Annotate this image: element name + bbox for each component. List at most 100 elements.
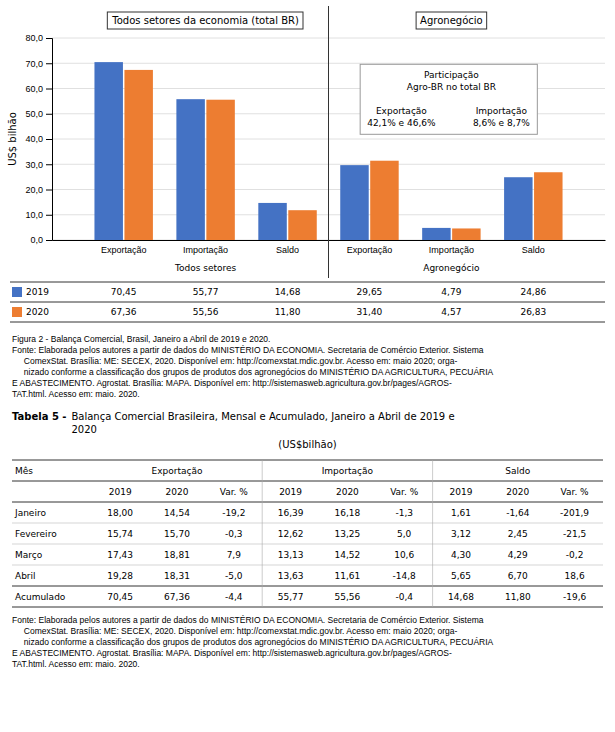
table-cell: 3,12 (451, 529, 471, 539)
caption-source-line: TAT.html. Acesso em: maio. 2020. (12, 389, 140, 399)
figure-caption: Figura 2 - Balança Comercial, Brasil, Ja… (12, 334, 494, 399)
table-cell: 13,13 (278, 550, 304, 560)
value-label: 4,79 (441, 287, 461, 297)
y-tick-mark (46, 114, 52, 115)
table-row-header: Mês (15, 466, 33, 476)
table-row-label: Acumulado (15, 592, 66, 602)
table-source-line: TAT.html. Acesso em: maio. 2020. (12, 659, 140, 669)
table-rule (12, 565, 603, 566)
table-cell: -201,9 (560, 508, 589, 518)
page: 0,010,020,030,040,050,060,070,080,0US$ b… (0, 0, 615, 732)
y-tick-mark (46, 164, 52, 165)
y-tick-label: 20,0 (25, 185, 43, 195)
y-tick-label: 60,0 (25, 84, 43, 94)
table-column-header: Var. % (390, 487, 419, 497)
table-cell: 5,0 (397, 529, 412, 539)
table-rule (12, 544, 603, 545)
table-cell: 14,68 (448, 592, 474, 602)
panel-title: Agronegócio (420, 15, 483, 26)
panel-title-box: Todos setores da economia (total BR) (107, 12, 303, 29)
y-tick-mark (46, 89, 52, 90)
table-cell: 12,62 (278, 529, 304, 539)
table-cell: -5,0 (225, 571, 243, 581)
table-column-header: 2020 (506, 487, 529, 497)
y-tick-label: 80,0 (25, 33, 43, 43)
x-tick-label: Saldo (522, 245, 545, 255)
y-tick-mark (46, 240, 52, 241)
table-cell: 55,56 (335, 592, 361, 602)
y-tick-label: 0,0 (30, 235, 43, 245)
bar (288, 210, 316, 240)
table-subtitle: (US$bilhão) (278, 439, 336, 450)
y-tick: 0,0 (30, 235, 52, 245)
table-rule (12, 607, 603, 608)
y-tick-label: 10,0 (25, 210, 43, 220)
table-cell: 18,6 (565, 571, 585, 581)
y-tick-label: 40,0 (25, 134, 43, 144)
table-cell: 7,9 (227, 550, 242, 560)
table-column-header: 2019 (450, 487, 473, 497)
bar (340, 165, 368, 240)
annotation-box: ParticipaçãoAgro-BR no total BRExportaçã… (360, 64, 537, 134)
table-group-header: Saldo (505, 466, 530, 476)
table-cell: 14,54 (164, 508, 190, 518)
y-tick-label: 30,0 (25, 160, 43, 170)
value-label: 31,40 (357, 307, 383, 317)
table-cell: 70,45 (107, 592, 133, 602)
x-tick: Saldo (276, 245, 299, 255)
y-tick: 70,0 (25, 59, 52, 69)
table-cell: 2,45 (508, 529, 528, 539)
table-column-header: Var. % (220, 487, 249, 497)
annotation-frame (360, 64, 537, 134)
table-row-label: Janeiro (14, 508, 46, 518)
table-row-label: Março (15, 550, 43, 560)
value-label: 24,86 (520, 287, 546, 297)
table-source: Fonte: Elaborada pelos autores a partir … (12, 615, 494, 669)
y-tick: 20,0 (25, 185, 52, 195)
value-label: 11,80 (275, 307, 301, 317)
table-cell: 55,77 (278, 592, 304, 602)
x-tick: Exportação (347, 245, 393, 255)
table-rule (12, 460, 603, 461)
annotation-value: 8,6% e 8,7% (473, 118, 530, 128)
table-cell: 11,61 (335, 571, 361, 581)
table-group-header: Exportação (152, 466, 203, 476)
table-cell: -19,6 (563, 592, 587, 602)
x-tick: Saldo (522, 245, 545, 255)
panel-label: Todos setores (174, 263, 237, 273)
table-header: Tabela 5 -Balança Comercial Brasileira, … (12, 411, 455, 450)
table-source-line: ComexStat. Brasília: ME: SECEX, 2020. Di… (12, 626, 458, 636)
table-cell: 15,70 (164, 529, 190, 539)
x-tick-label: Exportação (347, 245, 393, 255)
bar (206, 100, 234, 240)
caption-source-line: Fonte: Elaborada pelos autores a partir … (12, 345, 484, 355)
y-tick: 10,0 (25, 210, 52, 220)
table-cell: 13,25 (335, 529, 361, 539)
y-axis-title: US$ bilhão (7, 112, 18, 166)
table-cell: 18,00 (107, 508, 133, 518)
table-source-line: nizado conforme a classificação dos grup… (12, 637, 494, 647)
table-cell: 17,43 (107, 550, 133, 560)
value-label: 70,45 (111, 287, 137, 297)
table-cell: 16,39 (278, 508, 304, 518)
table-column-header: 2020 (336, 487, 359, 497)
bar (370, 161, 398, 240)
x-tick-label: Exportação (101, 245, 147, 255)
panel-title: Todos setores da economia (total BR) (111, 15, 299, 26)
table-cell: -0,3 (225, 529, 243, 539)
legend-swatch (12, 287, 22, 297)
panel-title-frame (107, 12, 303, 29)
bar (124, 70, 152, 240)
y-tick: 30,0 (25, 160, 52, 170)
table-cell: 18,81 (164, 550, 190, 560)
table-group-header: Importação (322, 466, 374, 476)
table-cell: 4,29 (508, 550, 528, 560)
table-cell: 15,74 (107, 529, 133, 539)
table-group-separator (432, 460, 433, 607)
table-source-line: E ABASTECIMENTO. Agrostat. Brasília: MAP… (12, 648, 452, 658)
table-cell: -19,2 (222, 508, 245, 518)
table-column-header: Var. % (561, 487, 590, 497)
y-tick-mark (46, 38, 52, 39)
y-tick: 40,0 (25, 134, 52, 144)
table-cell: 10,6 (394, 550, 414, 560)
